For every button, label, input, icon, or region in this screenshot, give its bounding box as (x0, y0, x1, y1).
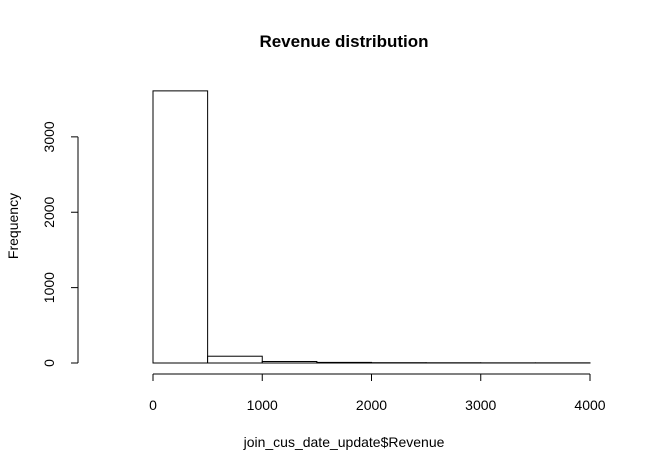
y-axis-label: Frequency (5, 193, 21, 259)
y-tick-label: 2000 (41, 196, 57, 227)
x-tick-label: 4000 (574, 397, 605, 413)
histogram-bar (152, 90, 209, 364)
x-tick-label: 3000 (465, 397, 496, 413)
y-tick-label: 3000 (41, 121, 57, 152)
x-axis: 0 1000 2000 3000 4000 (149, 373, 606, 413)
x-tick-label: 1000 (247, 397, 278, 413)
x-tick-label: 2000 (356, 397, 387, 413)
chart-title: Revenue distribution (259, 32, 428, 51)
histogram-bar (316, 361, 372, 364)
y-axis: 0 1000 2000 3000 (41, 121, 79, 367)
histogram-bar (207, 355, 263, 364)
histogram-bars (152, 90, 591, 364)
x-tick-label: 0 (149, 397, 157, 413)
y-tick-label: 1000 (41, 272, 57, 303)
histogram-bar (261, 360, 318, 364)
x-axis-label: join_cus_date_update$Revenue (243, 434, 445, 450)
y-tick-label: 0 (41, 359, 57, 367)
